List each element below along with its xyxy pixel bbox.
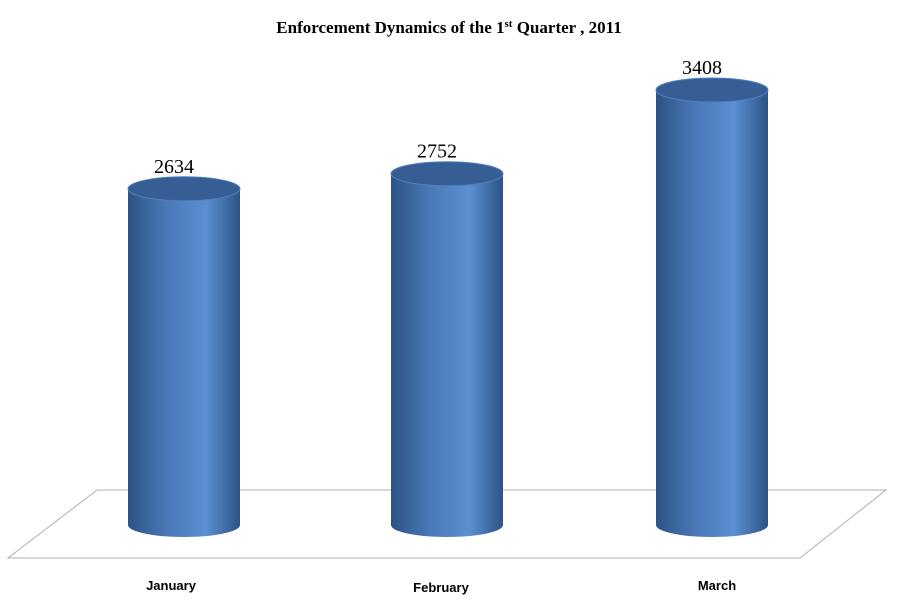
bar-body [391, 173, 503, 537]
bar-january [127, 176, 241, 538]
bar-top [655, 77, 769, 103]
data-label: 2752 [417, 141, 457, 163]
bar-body [128, 188, 240, 538]
bar-top [390, 161, 504, 187]
data-label: 2634 [154, 156, 194, 178]
category-label: March [698, 578, 736, 593]
category-label: February [413, 580, 469, 595]
chart-title: Enforcement Dynamics of the 1st Quarter … [0, 18, 898, 38]
bar-top [127, 176, 241, 202]
data-label: 3408 [682, 57, 722, 79]
category-label: January [146, 578, 197, 593]
chart-title-superscript: st [504, 18, 513, 30]
bar-february [390, 161, 504, 537]
chart-title-suffix: Quarter , 2011 [512, 18, 622, 37]
chart-title-prefix: Enforcement Dynamics of the 1 [276, 18, 505, 37]
bar-body [656, 90, 768, 537]
bar-march [655, 77, 769, 537]
